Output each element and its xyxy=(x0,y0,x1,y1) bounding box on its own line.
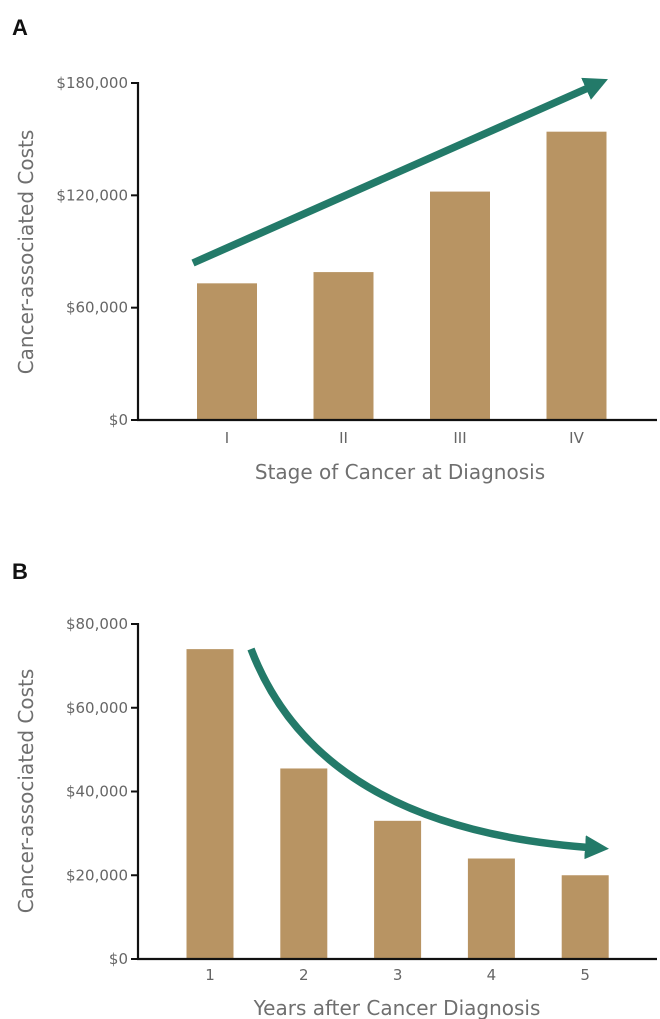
x-tick-label: III xyxy=(453,429,466,447)
y-tick-label: $20,000 xyxy=(66,866,128,884)
bar xyxy=(186,649,234,959)
chart-a-bars xyxy=(197,131,607,420)
x-tick-label: I xyxy=(225,429,229,447)
x-tick-label: 4 xyxy=(487,966,497,984)
bar xyxy=(430,191,490,420)
chart-a: A Cancer-associated Costs $0 $60,000 $120,… xyxy=(12,15,657,484)
bar xyxy=(374,820,422,959)
x-tick-label: IV xyxy=(569,429,584,447)
chart-a-y-ticks: $0 $60,000 $120,000 $180,000 xyxy=(56,74,138,429)
chart-b-y-axis-title: Cancer-associated Costs xyxy=(14,669,38,914)
chart-a-x-axis-title: Stage of Cancer at Diagnosis xyxy=(255,460,545,484)
chart-a-y-axis-title-group: Cancer-associated Costs xyxy=(14,130,38,375)
chart-b: B Cancer-associated Costs $0 $20,000 $40,0… xyxy=(12,559,657,1019)
x-tick-label: 1 xyxy=(205,966,215,984)
y-tick-label: $80,000 xyxy=(66,615,128,633)
y-tick-label: $120,000 xyxy=(56,186,128,204)
y-tick-label: $180,000 xyxy=(56,74,128,92)
chart-b-y-axis-title-group: Cancer-associated Costs xyxy=(14,669,38,914)
increasing-trend-arrow xyxy=(191,77,608,267)
bar xyxy=(197,283,257,420)
chart-a-x-ticks: I II III IV xyxy=(225,429,585,447)
bar xyxy=(313,272,374,420)
chart-a-y-axis-title: Cancer-associated Costs xyxy=(14,130,38,375)
chart-b-x-ticks: 1 2 3 4 5 xyxy=(205,966,590,984)
y-tick-label: $40,000 xyxy=(66,783,128,801)
bar xyxy=(280,768,328,959)
x-tick-label: II xyxy=(339,429,348,447)
bar xyxy=(467,858,515,959)
y-tick-label: $0 xyxy=(109,950,128,968)
x-tick-label: 2 xyxy=(299,966,309,984)
bar xyxy=(561,875,609,959)
bar xyxy=(546,131,607,420)
x-tick-label: 5 xyxy=(580,966,590,984)
chart-b-x-axis-title: Years after Cancer Diagnosis xyxy=(253,996,541,1019)
x-tick-label: 3 xyxy=(393,966,403,984)
y-tick-label: $0 xyxy=(109,411,128,429)
chart-b-y-ticks: $0 $20,000 $40,000 $60,000 $80,000 xyxy=(66,615,138,968)
chart-b-bars xyxy=(186,649,609,959)
panel-b-label: B xyxy=(12,559,28,584)
y-tick-label: $60,000 xyxy=(66,699,128,717)
decreasing-trend-arrow xyxy=(247,647,609,860)
y-tick-label: $60,000 xyxy=(66,299,128,317)
panel-a-label: A xyxy=(12,15,28,40)
